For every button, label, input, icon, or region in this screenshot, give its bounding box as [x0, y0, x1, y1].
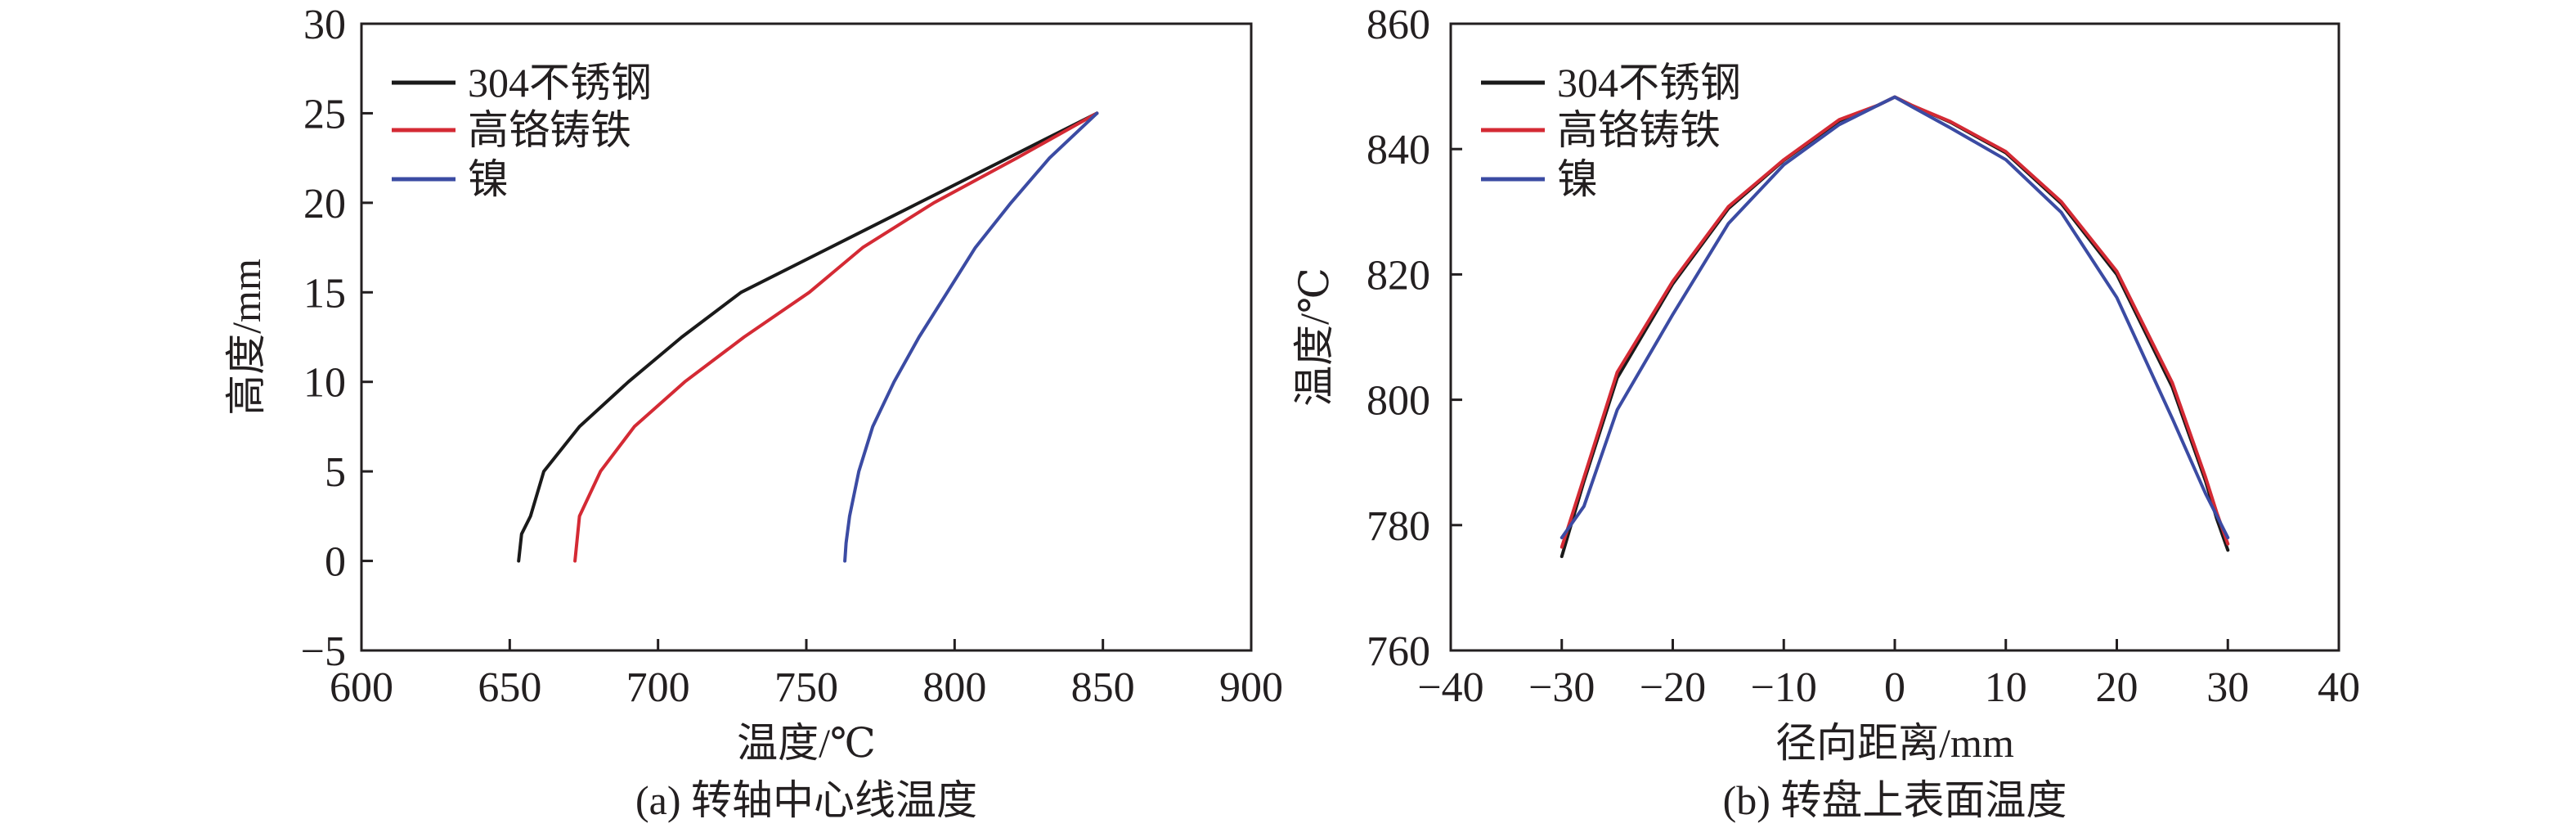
y-tick-label: 860 [1367, 2, 1430, 48]
x-tick-label: −10 [1751, 664, 1817, 711]
y-tick-label: 25 [303, 91, 346, 137]
legend-label: 高铬铸铁 [1557, 107, 1721, 153]
y-tick-label: 800 [1367, 378, 1430, 425]
x-tick-label: 850 [1071, 664, 1135, 711]
y-tick-label: 760 [1367, 628, 1430, 675]
y-tick-label: 0 [325, 539, 346, 586]
y-tick-label: 15 [303, 270, 346, 317]
y-tick-label: 840 [1367, 127, 1430, 173]
series-line-2 [843, 111, 1099, 563]
x-tick-label: −30 [1528, 664, 1595, 711]
y-axis-label: 温度/℃ [1291, 268, 1337, 407]
series-line-0 [1560, 95, 2230, 559]
y-axis-label: 高度/mm [223, 259, 269, 416]
chart-caption: (a) 转轴中心线温度 [635, 777, 977, 823]
y-tick-label: 820 [1367, 252, 1430, 299]
chart-a: 600 650 700 750 800 850 900 −5 0 5 10 15 20 25 30 温度/℃ 高… [223, 2, 1283, 823]
x-tick-label: 700 [626, 664, 690, 711]
y-tick-label: 780 [1367, 503, 1430, 550]
x-tick-label: 10 [1985, 664, 2027, 711]
x-tick-label: −40 [1417, 664, 1483, 711]
series-line-1 [573, 111, 1099, 563]
x-axis-label: 温度/℃ [737, 720, 876, 766]
y-tick-label: 5 [325, 449, 346, 496]
x-axis-label: 径向距离/mm [1775, 720, 2014, 766]
chart-b: −40 −30 −20 −10 0 10 20 30 40 760 780 800 820 840 860 径… [1291, 2, 2360, 823]
x-tick-label: 20 [2096, 664, 2138, 711]
chart-caption: (b) 转盘上表面温度 [1723, 777, 2067, 823]
x-tick-label: 750 [774, 664, 838, 711]
y-tick-label: 10 [303, 360, 346, 407]
y-tick-label: −5 [301, 628, 346, 675]
x-tick-label: 600 [330, 664, 393, 711]
legend-label: 高铬铸铁 [468, 107, 631, 153]
x-tick-label: 650 [478, 664, 541, 711]
x-tick-label: 40 [2318, 664, 2360, 711]
x-tick-label: 0 [1884, 664, 1905, 711]
y-tick-label: 20 [303, 181, 346, 227]
series-line-2 [1560, 95, 2230, 540]
legend-label: 镍 [468, 156, 509, 202]
x-tick-label: −20 [1640, 664, 1706, 711]
series-line-0 [517, 111, 1099, 563]
legend-label: 304不锈钢 [1557, 60, 1741, 106]
y-tick-label: 30 [303, 2, 346, 48]
x-tick-label: 30 [2206, 664, 2249, 711]
legend-label: 304不锈钢 [468, 60, 652, 106]
x-tick-label: 800 [922, 664, 986, 711]
legend-label: 镍 [1557, 156, 1598, 202]
x-tick-label: 900 [1219, 664, 1283, 711]
